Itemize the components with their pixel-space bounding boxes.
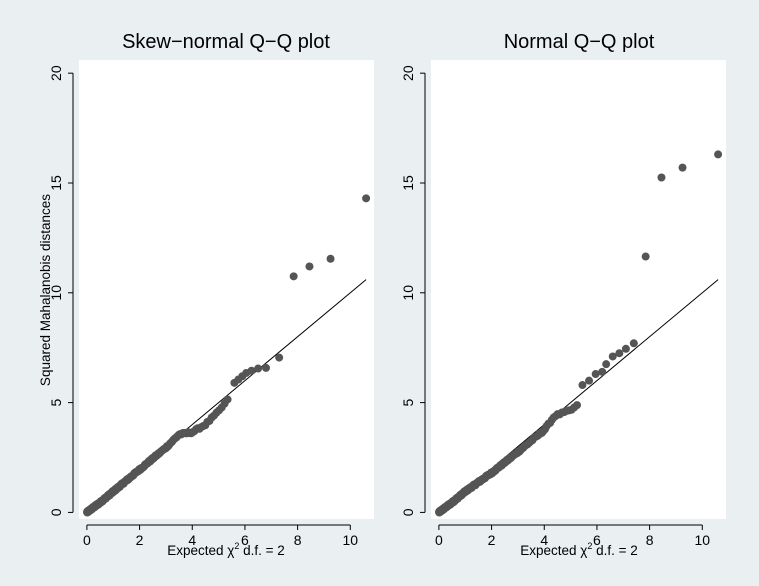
x-axis-label-skew-normal: Expected χ2 d.f. = 2 bbox=[167, 541, 285, 558]
y-axis-normal: 0 5 10 15 20 bbox=[400, 65, 426, 516]
data-point-normal-241 bbox=[678, 163, 687, 172]
y-tick-label-normal-15: 15 bbox=[400, 175, 416, 191]
x-tick-label-normal-4: 4 bbox=[540, 532, 548, 548]
data-point-skew-normal-235 bbox=[254, 364, 263, 373]
y-axis-label: Squared Mahalanobis distances bbox=[38, 194, 53, 386]
y-tick-label-normal-20: 20 bbox=[400, 65, 416, 81]
x-tick-label-skew-normal-6: 6 bbox=[241, 532, 249, 548]
data-point-skew-normal-229 bbox=[223, 395, 232, 404]
data-point-normal-240 bbox=[657, 173, 666, 182]
data-point-normal-238 bbox=[629, 339, 638, 348]
y-tick-label-skew-normal-10: 10 bbox=[48, 285, 64, 301]
y-tick-label-normal-10: 10 bbox=[400, 285, 416, 301]
x-tick-label-normal-10: 10 bbox=[695, 532, 711, 548]
data-point-normal-242 bbox=[714, 150, 723, 159]
data-point-normal-237 bbox=[621, 344, 630, 353]
y-tick-label-skew-normal-5: 5 bbox=[48, 399, 64, 407]
data-point-skew-normal-241 bbox=[362, 194, 371, 203]
data-point-skew-normal-239 bbox=[305, 262, 314, 271]
x-tick-label-skew-normal-2: 2 bbox=[136, 532, 144, 548]
x-axis-skew-normal: 0 2 4 6 8 10 bbox=[83, 524, 359, 548]
x-tick-label-normal-6: 6 bbox=[593, 532, 601, 548]
data-point-normal-236 bbox=[615, 349, 624, 358]
points-skew-normal bbox=[83, 194, 371, 517]
x-tick-label-normal-0: 0 bbox=[435, 532, 443, 548]
data-point-normal-229 bbox=[573, 401, 582, 410]
data-point-skew-normal-240 bbox=[326, 254, 335, 263]
x-tick-label-skew-normal-8: 8 bbox=[294, 532, 302, 548]
data-point-normal-234 bbox=[602, 360, 611, 369]
y-axis-skew-normal: 0 5 10 15 20 bbox=[48, 65, 74, 516]
data-point-skew-normal-236 bbox=[262, 363, 271, 372]
data-point-normal-233 bbox=[598, 367, 607, 376]
data-point-normal-235 bbox=[608, 352, 617, 361]
data-point-normal-231 bbox=[585, 376, 594, 385]
data-point-skew-normal-237 bbox=[275, 353, 284, 362]
x-tick-label-skew-normal-10: 10 bbox=[343, 532, 359, 548]
title-skew-normal: Skew−normal Q−Q plot bbox=[122, 31, 330, 53]
x-axis-normal: 0 2 4 6 8 10 bbox=[435, 524, 711, 548]
x-tick-label-normal-8: 8 bbox=[646, 532, 654, 548]
y-tick-label-normal-5: 5 bbox=[400, 399, 416, 407]
x-axis-label-normal: Expected χ2 d.f. = 2 bbox=[520, 541, 638, 558]
x-tick-label-skew-normal-0: 0 bbox=[83, 532, 91, 548]
title-normal: Normal Q−Q plot bbox=[504, 31, 655, 53]
plot-area-normal bbox=[431, 60, 726, 519]
data-point-normal-239 bbox=[641, 252, 650, 261]
x-tick-label-normal-2: 2 bbox=[488, 532, 496, 548]
points-normal bbox=[435, 150, 723, 517]
data-point-normal-232 bbox=[591, 370, 600, 379]
y-tick-label-skew-normal-0: 0 bbox=[48, 508, 64, 516]
y-tick-label-skew-normal-15: 15 bbox=[48, 175, 64, 191]
x-tick-label-skew-normal-4: 4 bbox=[188, 532, 196, 548]
data-point-normal-230 bbox=[578, 381, 587, 390]
plot-area-skew-normal bbox=[79, 60, 374, 519]
panel-normal: Normal Q−Q plot 0 5 10 15 20 0 2 4 6 8 10 Expecte… bbox=[400, 31, 726, 558]
y-tick-label-skew-normal-20: 20 bbox=[48, 65, 64, 81]
data-point-skew-normal-234 bbox=[247, 366, 256, 375]
data-point-skew-normal-238 bbox=[289, 272, 298, 281]
panel-skew-normal: Skew−normal Q−Q plot 0 5 10 15 20 0 2 4 6 8 10 Sq… bbox=[38, 31, 374, 558]
y-tick-label-normal-0: 0 bbox=[400, 508, 416, 516]
